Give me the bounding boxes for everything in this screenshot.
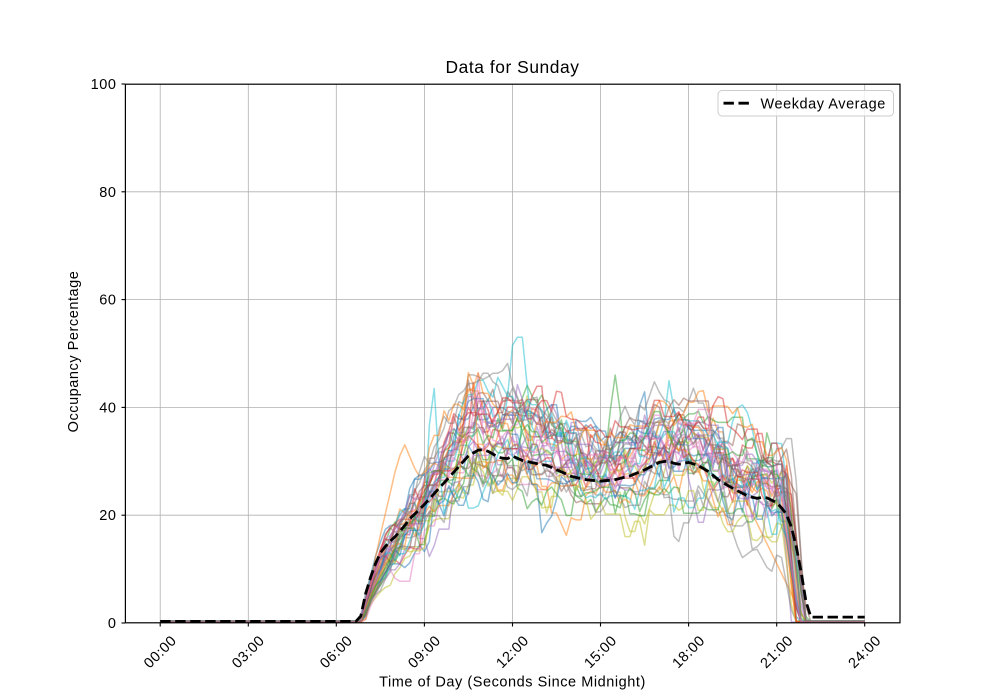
svg-text:0: 0 xyxy=(108,616,117,632)
svg-text:20: 20 xyxy=(99,508,116,524)
svg-text:Time of Day (Seconds Since Mid: Time of Day (Seconds Since Midnight) xyxy=(379,675,646,691)
svg-text:80: 80 xyxy=(99,185,116,201)
svg-text:Data for Sunday: Data for Sunday xyxy=(446,57,580,77)
svg-text:40: 40 xyxy=(99,400,116,416)
svg-text:100: 100 xyxy=(91,77,117,93)
svg-text:Occupancy Percentage: Occupancy Percentage xyxy=(66,271,82,433)
svg-text:Weekday Average: Weekday Average xyxy=(761,96,886,112)
svg-text:60: 60 xyxy=(99,293,116,309)
